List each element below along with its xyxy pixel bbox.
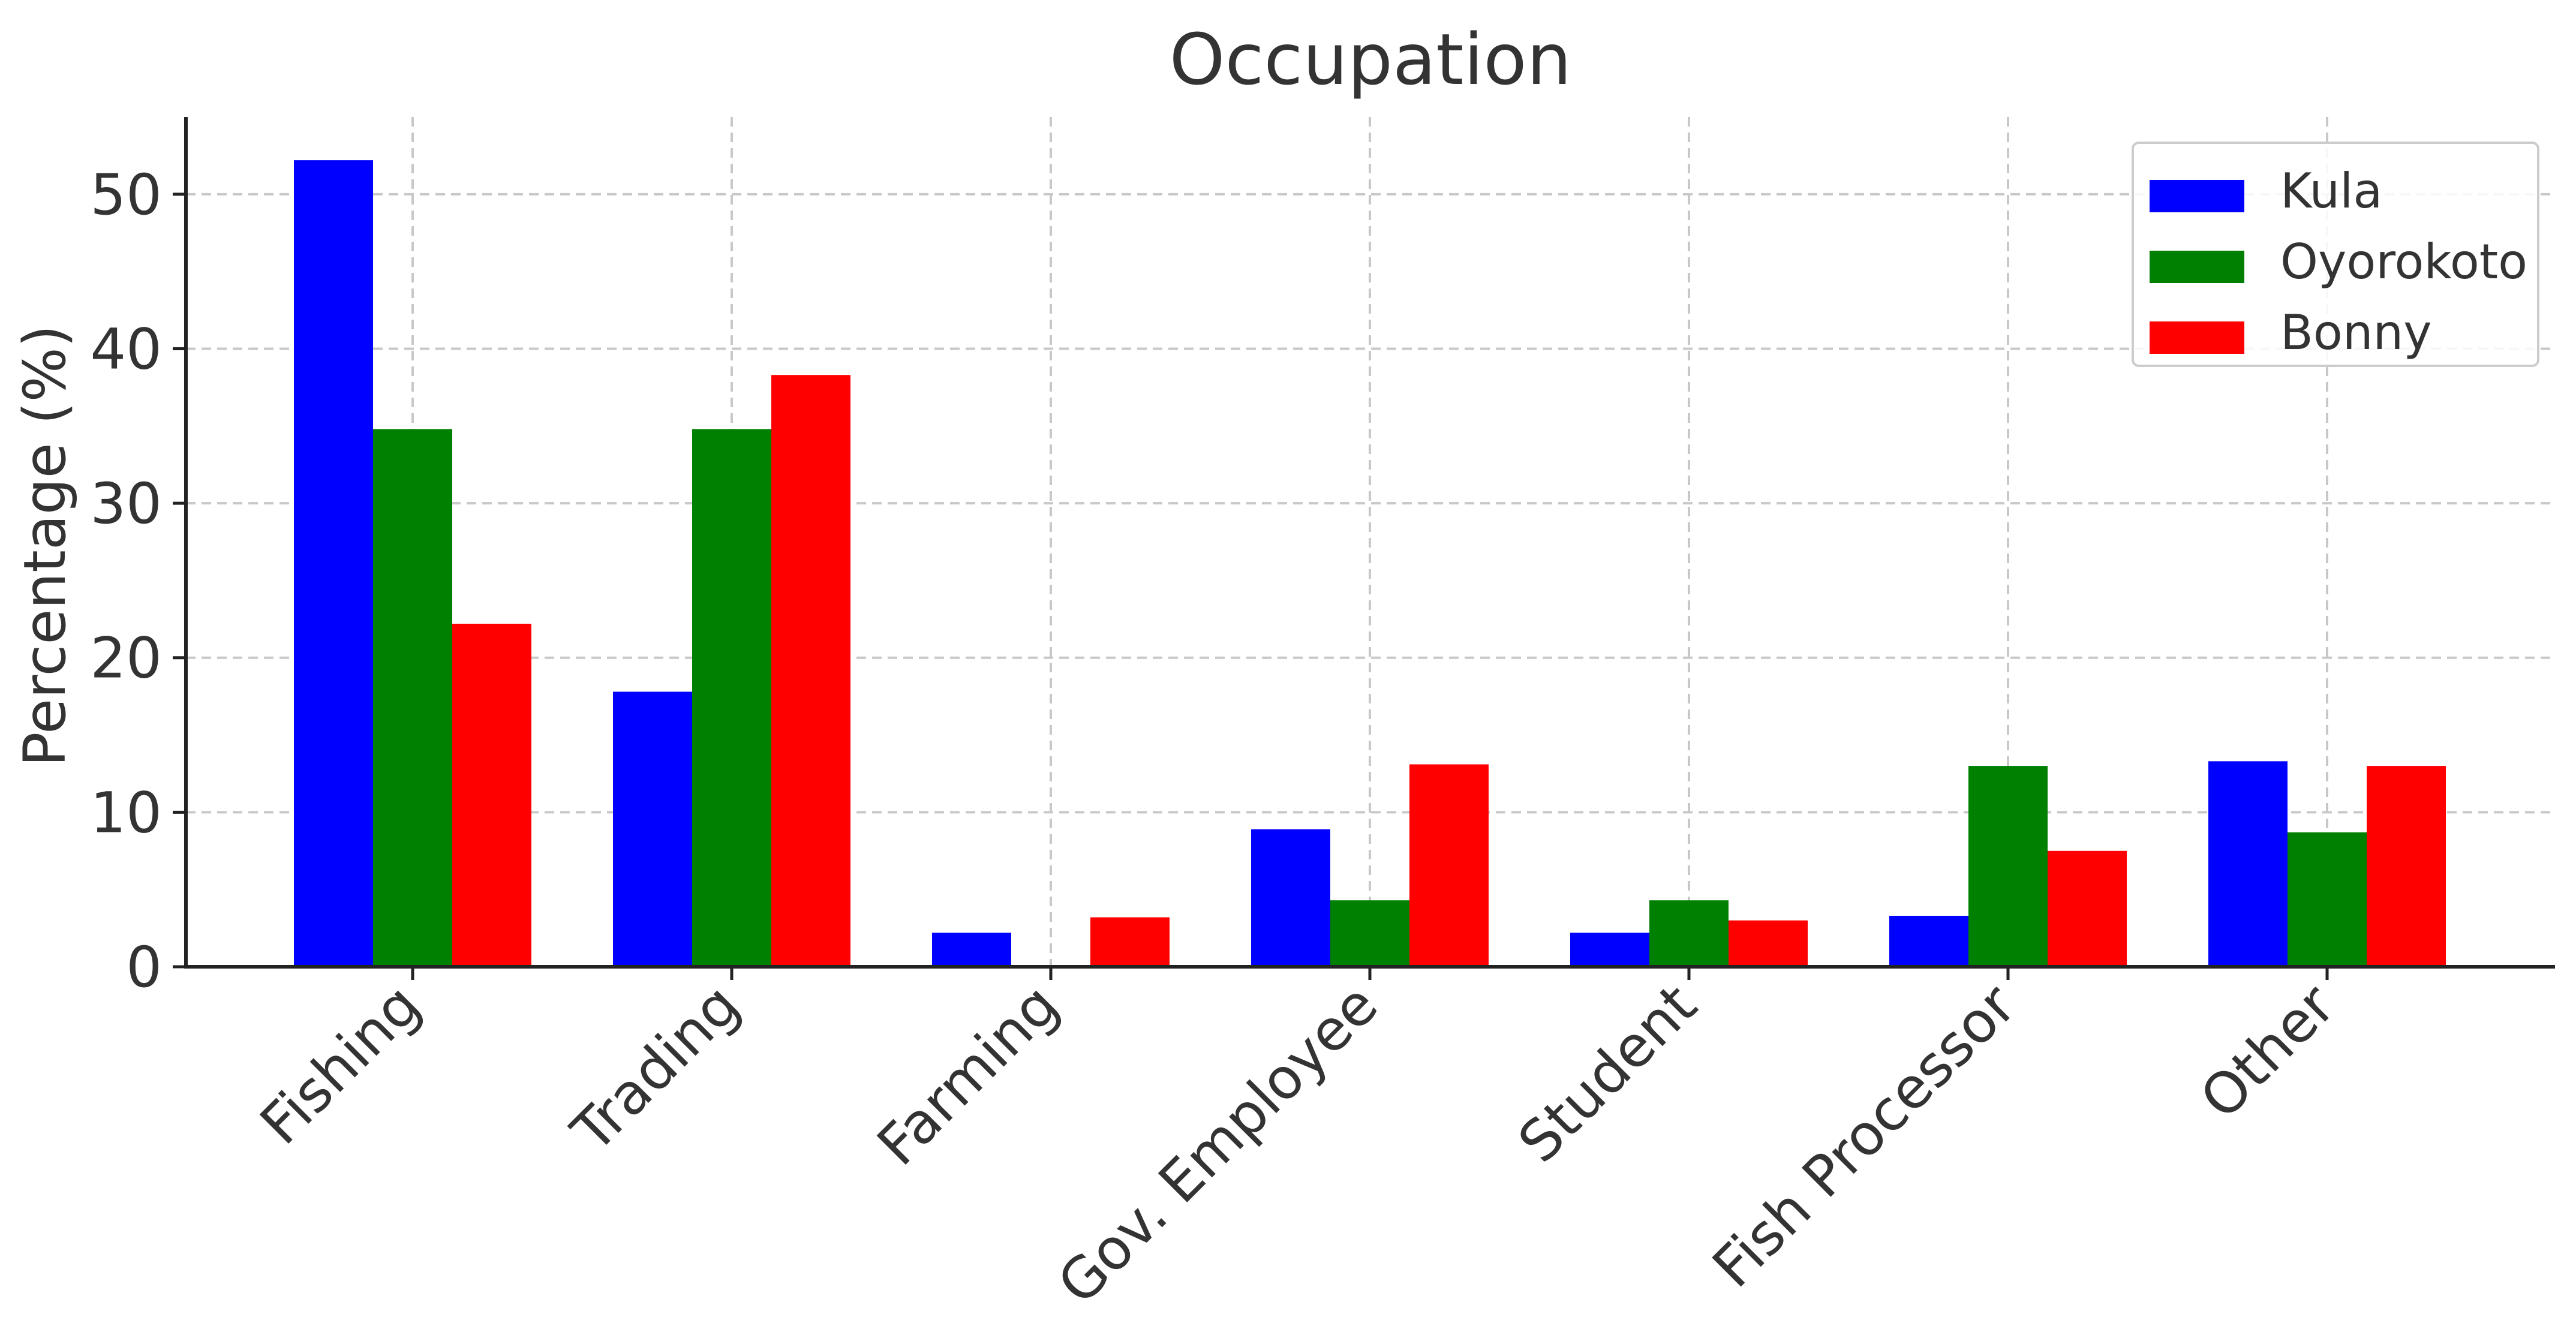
bar-kula-student: [1570, 933, 1649, 967]
legend-swatch-bonny: [2150, 321, 2244, 354]
y-tick-label: 10: [90, 780, 162, 846]
bar-bonny-fishing: [452, 624, 531, 967]
bar-oyorokoto-student: [1649, 900, 1729, 967]
bar-bonny-student: [1729, 920, 1808, 967]
bar-oyorokoto-fish-processor: [1968, 766, 2048, 967]
bar-oyorokoto-fishing: [373, 429, 452, 967]
x-tick-label: Other: [2188, 972, 2347, 1132]
x-tick-label: Student: [1507, 972, 1710, 1175]
bar-oyorokoto-trading: [692, 429, 771, 967]
bar-kula-fish-processor: [1889, 915, 1968, 967]
legend-label-bonny: Bonny: [2280, 305, 2432, 360]
y-axis-label: Percentage (%): [11, 325, 79, 767]
x-tick-label: Fishing: [248, 972, 433, 1157]
bar-bonny-trading: [771, 375, 850, 967]
y-tick-label: 0: [126, 935, 162, 1000]
y-tick-label: 50: [90, 163, 162, 228]
bar-oyorokoto-gov-employee: [1330, 900, 1409, 967]
x-tick-label: Gov. Employee: [1045, 972, 1390, 1317]
bar-bonny-farming: [1090, 917, 1170, 967]
bar-oyorokoto-other: [2288, 832, 2367, 967]
bars-layer: [294, 160, 2446, 967]
bar-kula-gov-employee: [1251, 829, 1330, 967]
legend: Kula Oyorokoto Bonny: [2132, 142, 2539, 367]
y-tick-label: 30: [90, 471, 162, 537]
x-tick-label: Farming: [865, 972, 1072, 1178]
x-tick-label: Trading: [560, 972, 753, 1165]
y-tick-label: 20: [90, 626, 162, 691]
bar-kula-trading: [613, 691, 692, 967]
legend-label-kula: Kula: [2280, 163, 2382, 219]
bar-bonny-fish-processor: [2048, 850, 2127, 967]
bar-bonny-gov-employee: [1409, 764, 1489, 967]
y-tick-label: 40: [90, 317, 162, 382]
legend-swatch-kula: [2150, 180, 2244, 212]
legend-swatch-oyorokoto: [2150, 251, 2244, 283]
x-tick-label: Fish Processor: [1700, 972, 2028, 1300]
chart-title: Occupation: [1170, 18, 1572, 101]
bar-kula-other: [2208, 761, 2288, 967]
legend-label-oyorokoto: Oyorokoto: [2280, 234, 2527, 290]
bar-bonny-other: [2367, 766, 2446, 967]
bar-kula-fishing: [294, 160, 373, 967]
bar-kula-farming: [932, 933, 1011, 967]
